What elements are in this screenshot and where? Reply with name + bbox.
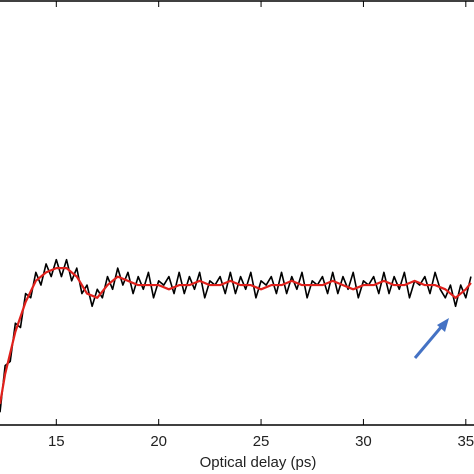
x-tick-label: 15 <box>48 433 65 450</box>
x-tick-label: 25 <box>253 433 270 450</box>
annotation-arrow <box>413 325 444 359</box>
x-axis-label: Optical delay (ps) <box>200 454 317 471</box>
annotation-arrowhead <box>437 318 449 332</box>
series-line <box>0 258 472 413</box>
x-tick-label: 30 <box>355 433 372 450</box>
series-line <box>0 267 472 404</box>
x-tick-label: 20 <box>150 433 167 450</box>
x-tick-label: 35 <box>457 433 474 450</box>
